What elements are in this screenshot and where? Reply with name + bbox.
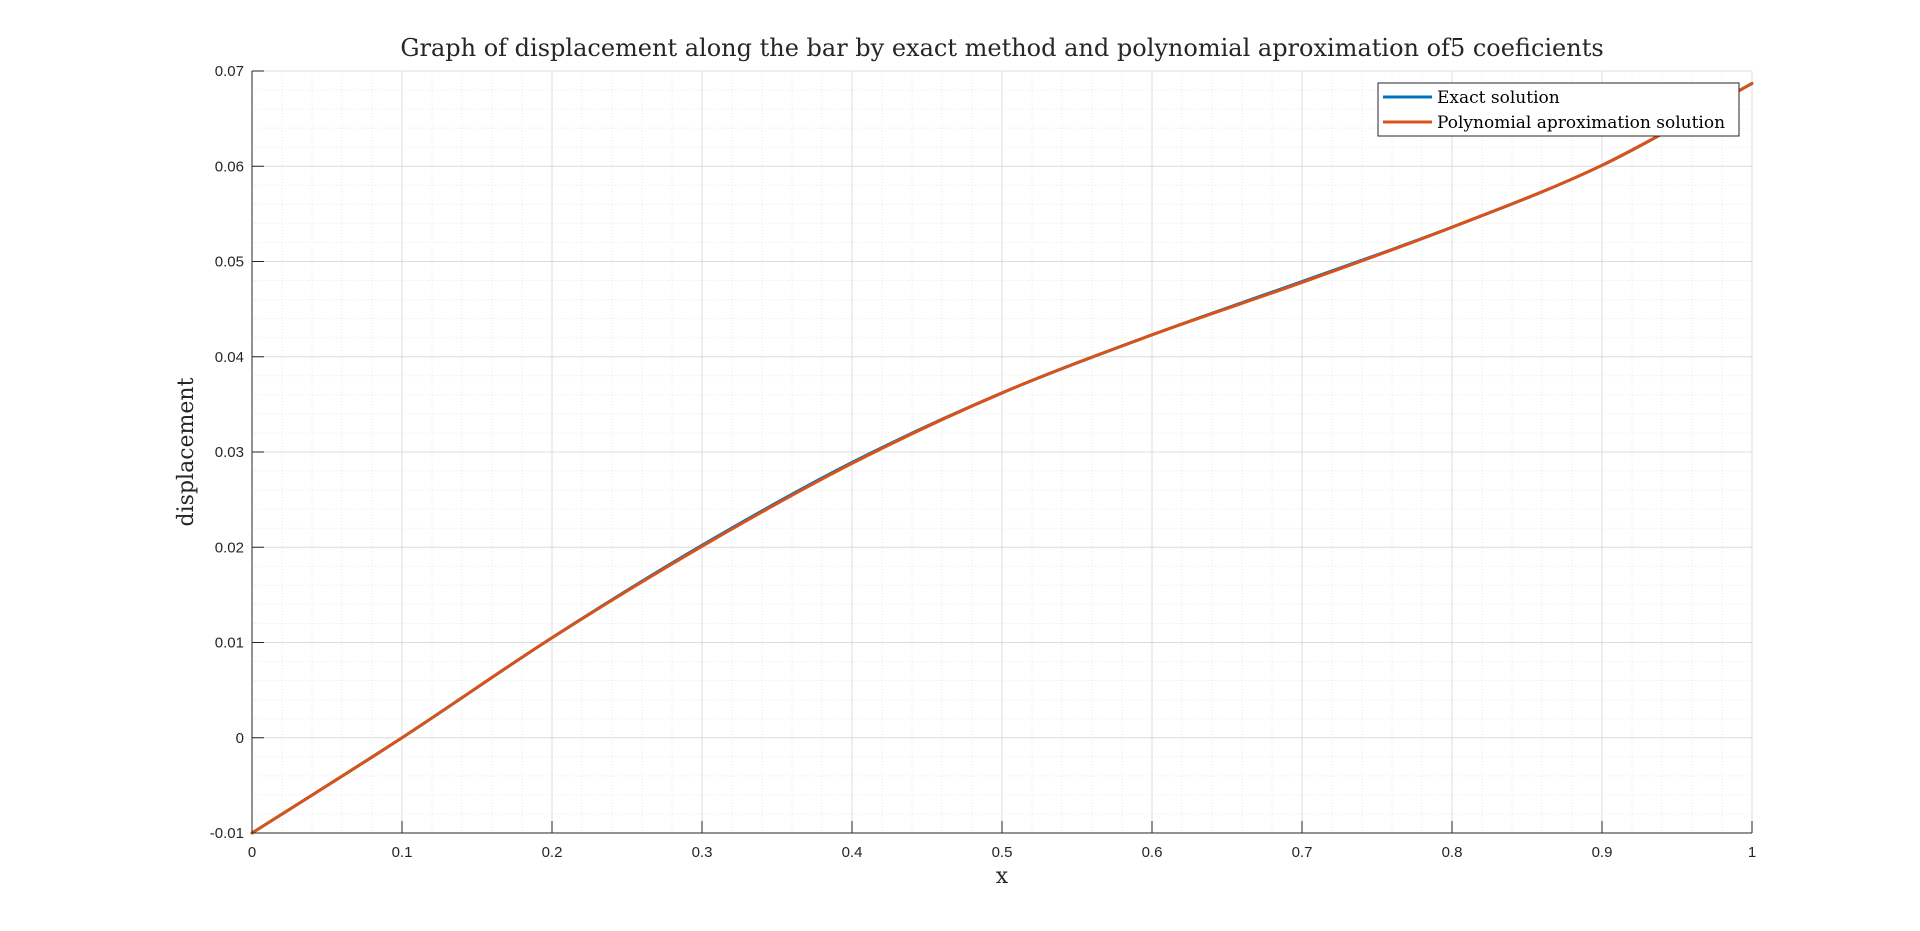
legend-entry-polynomial: Polynomial aproximation solution	[1437, 113, 1725, 133]
axes	[251, 70, 1753, 834]
x-tick-label: 0.3	[692, 844, 713, 861]
x-tick-label: 0.2	[542, 844, 563, 861]
y-tick-label: 0.01	[215, 635, 244, 652]
y-axis-label: displacement	[174, 377, 199, 526]
legend-entry-exact: Exact solution	[1437, 88, 1560, 108]
x-tick-label: 0.9	[1592, 844, 1613, 861]
x-tick-label: 0.7	[1292, 844, 1313, 861]
x-tick-label: 0.4	[842, 844, 863, 861]
x-tick-label: 1	[1748, 844, 1756, 861]
y-tick-label: 0.05	[215, 254, 244, 271]
legend: Exact solution Polynomial aproximation s…	[1377, 82, 1740, 137]
series-layer	[250, 81, 1754, 835]
y-tick-label: 0	[236, 730, 244, 747]
y-tick-label: -0.01	[210, 825, 244, 842]
y-tick-label: 0.06	[215, 158, 244, 175]
major-grid	[251, 70, 1753, 834]
legend-box	[1377, 82, 1740, 137]
x-axis-label: x	[996, 864, 1009, 889]
series-line-polynomial	[250, 81, 1754, 835]
y-tick-label: 0.07	[215, 63, 244, 80]
x-tick-label: 0	[248, 844, 256, 861]
y-tick-label: 0.02	[215, 539, 244, 556]
tick-labels: 0 0.1 0.2 0.3 0.4 0.5 0.6 0.7 0.8 0.9 1-0.0100.010…	[210, 63, 1756, 861]
x-tick-label: 0.5	[992, 844, 1013, 861]
x-tick-label: 0.8	[1442, 844, 1463, 861]
y-tick-label: 0.04	[215, 349, 244, 366]
x-tick-label: 0.1	[392, 844, 413, 861]
chart-title: Graph of displacement along the bar by e…	[400, 34, 1603, 62]
y-tick-label: 0.03	[215, 444, 244, 461]
x-tick-label: 0.6	[1142, 844, 1163, 861]
